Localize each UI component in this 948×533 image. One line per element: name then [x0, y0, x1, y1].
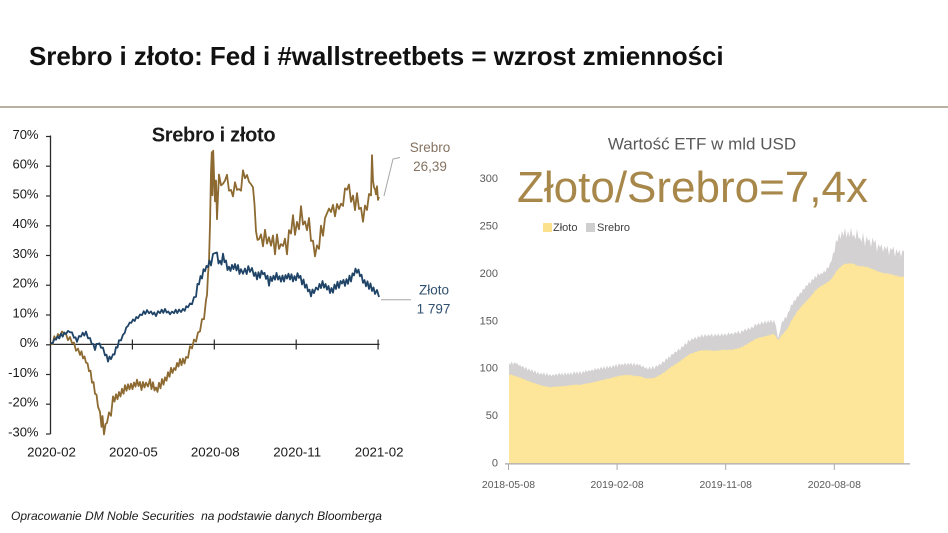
svg-text:10%: 10%: [12, 305, 38, 320]
svg-text:40%: 40%: [12, 216, 38, 231]
svg-text:0: 0: [492, 457, 498, 469]
svg-text:2020-05: 2020-05: [109, 445, 158, 460]
svg-text:2019-11-08: 2019-11-08: [700, 480, 753, 491]
svg-text:70%: 70%: [12, 127, 38, 142]
svg-text:100: 100: [480, 363, 498, 375]
svg-text:0%: 0%: [20, 335, 39, 350]
svg-text:60%: 60%: [12, 157, 38, 172]
svg-text:50%: 50%: [12, 186, 38, 201]
svg-text:1 797: 1 797: [417, 302, 451, 317]
svg-text:Srebro: Srebro: [410, 140, 451, 155]
svg-text:Złoto: Złoto: [553, 222, 577, 234]
svg-text:250: 250: [480, 221, 498, 233]
svg-text:2018-05-08: 2018-05-08: [482, 480, 535, 491]
svg-text:20%: 20%: [12, 276, 38, 291]
svg-text:Wartość ETF w mld USD: Wartość ETF w mld USD: [608, 134, 796, 153]
svg-text:26,39: 26,39: [413, 159, 447, 174]
svg-text:-10%: -10%: [8, 365, 39, 380]
svg-text:50: 50: [486, 410, 498, 422]
svg-text:Złoto: Złoto: [419, 283, 449, 298]
svg-text:2019-02-08: 2019-02-08: [591, 480, 644, 491]
svg-text:2020-08: 2020-08: [191, 445, 240, 460]
svg-text:150: 150: [480, 315, 498, 327]
svg-text:2020-11: 2020-11: [273, 445, 321, 460]
svg-text:Srebro: Srebro: [597, 222, 630, 234]
svg-text:30%: 30%: [12, 246, 38, 261]
svg-text:200: 200: [480, 268, 498, 280]
svg-text:2020-02: 2020-02: [27, 445, 76, 460]
svg-text:-20%: -20%: [8, 395, 39, 410]
svg-text:2021-02: 2021-02: [355, 445, 404, 460]
svg-text:300: 300: [480, 173, 498, 185]
svg-text:-30%: -30%: [8, 424, 39, 439]
svg-text:Srebro i złoto: Srebro i złoto: [152, 124, 276, 146]
svg-text:2020-08-08: 2020-08-08: [808, 480, 861, 491]
